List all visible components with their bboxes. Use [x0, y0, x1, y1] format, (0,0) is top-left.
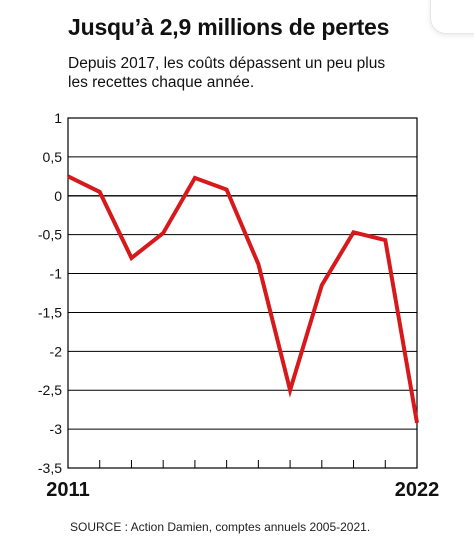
y-tick-label: 0 [54, 188, 62, 204]
corner-tab [430, 0, 474, 34]
series-line [67, 174, 419, 424]
y-tick-label: -3 [50, 421, 63, 437]
y-tick-label: 1 [54, 110, 62, 126]
plot-frame [67, 117, 418, 469]
x-start-label: 2011 [46, 479, 89, 501]
y-tick-label: -0,5 [38, 227, 62, 243]
y-tick-label: -2,5 [38, 382, 62, 398]
y-tick-label: -1,5 [38, 304, 62, 320]
x-end-label: 2022 [395, 479, 440, 501]
chart-subtitle: Depuis 2017, les coûts dépassent un peu … [68, 55, 386, 91]
chart-title: Jusqu’à 2,9 millions de pertes [68, 14, 390, 40]
source-note: SOURCE : Action Damien, comptes annuels … [70, 520, 371, 534]
y-tick-label: -1 [50, 266, 63, 282]
y-tick-label: -3,5 [38, 460, 62, 476]
y-tick-label: -2 [50, 343, 63, 359]
y-tick-label: 0,5 [43, 149, 63, 165]
